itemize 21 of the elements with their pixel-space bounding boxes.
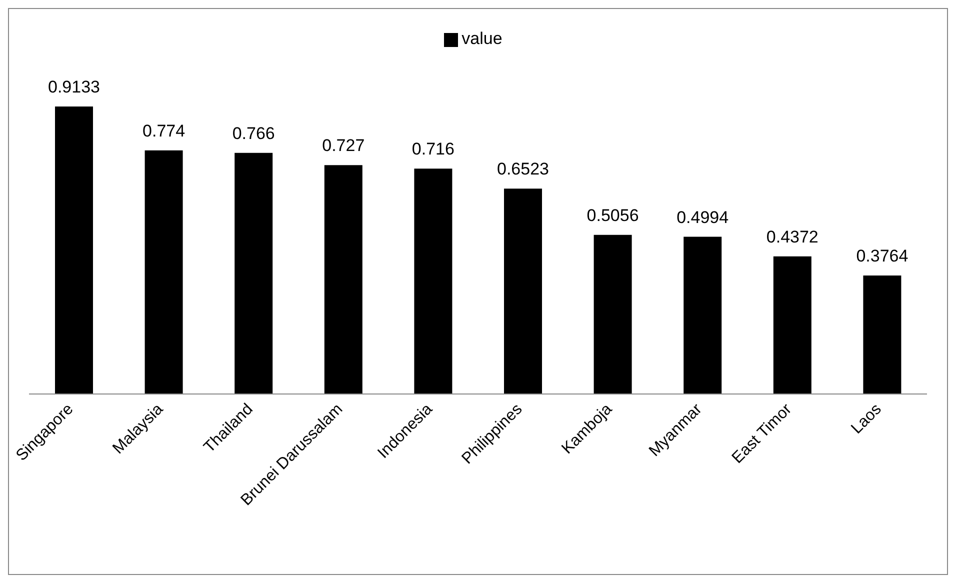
data-label: 0.9133 [48,78,100,96]
data-label: 0.4372 [766,227,818,246]
bar [144,150,183,394]
bar [234,152,273,394]
bar [863,276,902,394]
data-label: 0.766 [232,124,275,143]
bar [55,106,93,394]
bar [504,188,542,394]
bar [684,236,722,394]
bar [324,165,362,394]
bar [594,234,632,394]
data-label: 0.4994 [676,208,729,227]
data-label: 0.716 [412,140,454,159]
data-label: 0.6523 [497,160,549,179]
bar [773,256,812,394]
legend-label: value [462,29,502,48]
data-label: 0.774 [142,121,186,140]
data-label: 0.3764 [856,246,908,266]
data-label: 0.727 [322,136,365,156]
data-label: 0.5056 [586,206,639,225]
bar [414,168,452,394]
